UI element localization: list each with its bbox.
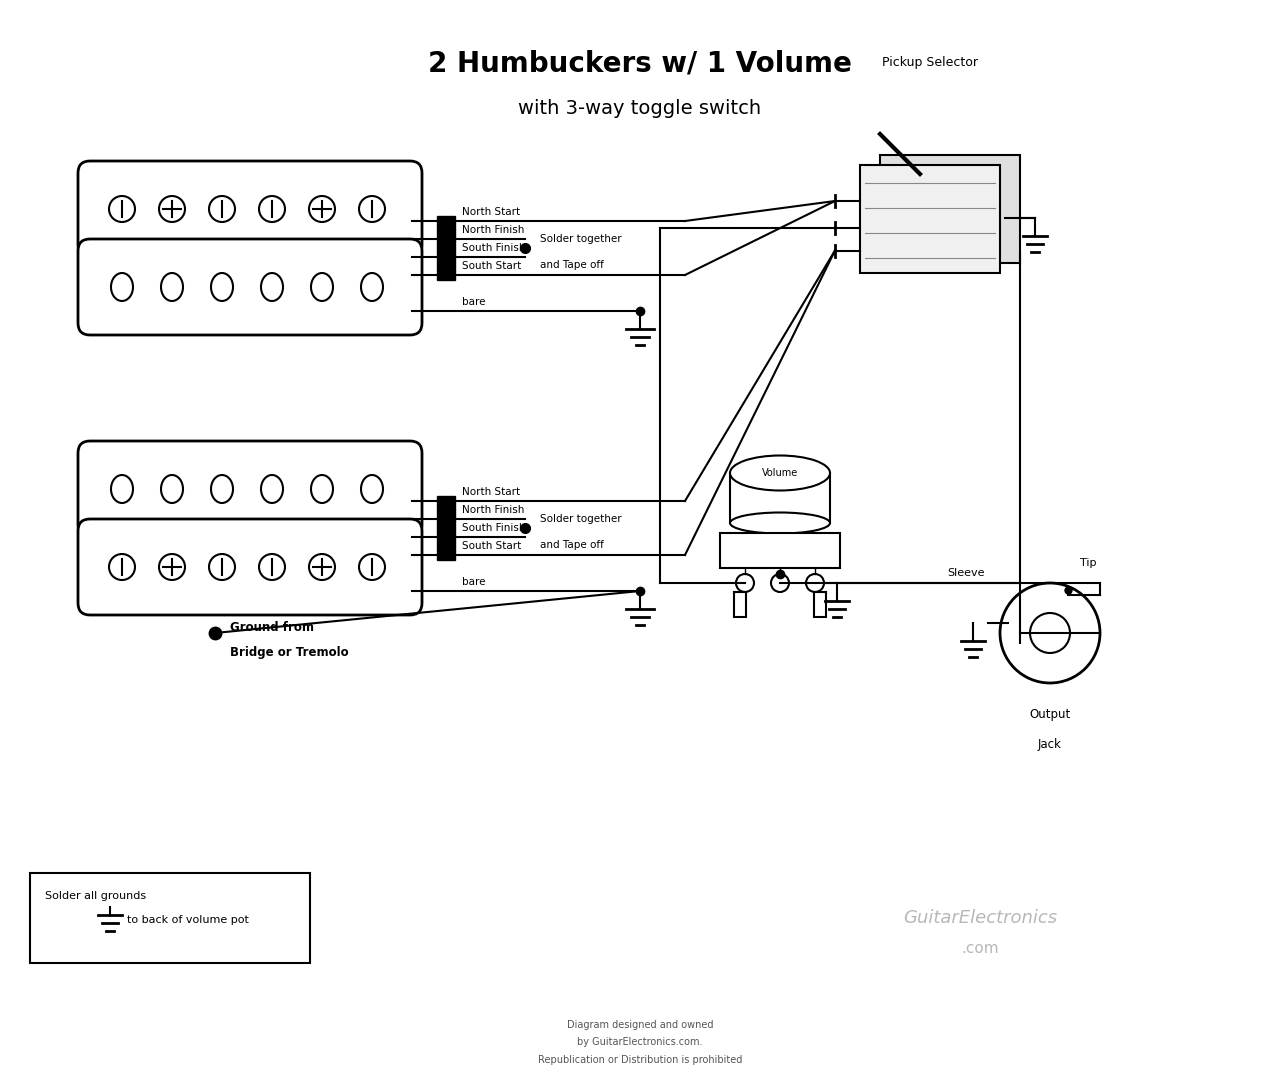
Ellipse shape [111, 475, 133, 503]
Text: Republication or Distribution is prohibited: Republication or Distribution is prohibi… [538, 1055, 742, 1065]
Ellipse shape [211, 273, 233, 301]
Circle shape [109, 554, 134, 580]
Text: North Finish: North Finish [462, 225, 525, 235]
Circle shape [308, 554, 335, 580]
Circle shape [209, 196, 236, 222]
Text: South Finish: South Finish [462, 523, 526, 533]
Ellipse shape [211, 475, 233, 503]
FancyBboxPatch shape [78, 441, 422, 537]
FancyBboxPatch shape [78, 161, 422, 257]
Text: GuitarElectronics: GuitarElectronics [902, 909, 1057, 927]
Ellipse shape [361, 475, 383, 503]
Text: Tip: Tip [1080, 558, 1097, 567]
FancyBboxPatch shape [78, 239, 422, 335]
Text: Output: Output [1029, 708, 1070, 721]
Bar [860, 165, 1000, 273]
Text: by GuitarElectronics.com.: by GuitarElectronics.com. [577, 1038, 703, 1047]
Text: North Start: North Start [462, 487, 520, 497]
Text: Volume: Volume [762, 468, 799, 478]
Ellipse shape [111, 273, 133, 301]
Circle shape [1000, 583, 1100, 683]
Text: Diagram designed and owned: Diagram designed and owned [567, 1020, 713, 1030]
Circle shape [109, 196, 134, 222]
Bar [733, 592, 746, 617]
Circle shape [259, 196, 285, 222]
Text: Solder all grounds: Solder all grounds [45, 891, 146, 901]
Text: and Tape off: and Tape off [540, 540, 604, 550]
Ellipse shape [161, 273, 183, 301]
Ellipse shape [311, 273, 333, 301]
Ellipse shape [730, 512, 829, 534]
Text: South Finish: South Finish [462, 243, 526, 253]
Text: bare: bare [462, 297, 485, 306]
Text: Ground from: Ground from [230, 621, 314, 634]
Text: Sleeve: Sleeve [947, 567, 986, 578]
Circle shape [358, 196, 385, 222]
Text: Pickup Selector: Pickup Selector [882, 56, 978, 69]
Text: 2 Humbuckers w/ 1 Volume: 2 Humbuckers w/ 1 Volume [428, 49, 852, 77]
Ellipse shape [261, 273, 283, 301]
Text: Solder together: Solder together [540, 514, 622, 524]
Text: to back of volume pot: to back of volume pot [127, 915, 248, 925]
Text: Bridge or Tremolo: Bridge or Tremolo [230, 645, 348, 658]
Ellipse shape [361, 273, 383, 301]
Text: .com: .com [961, 941, 998, 956]
Text: bare: bare [462, 577, 485, 587]
Ellipse shape [730, 456, 829, 491]
FancyBboxPatch shape [78, 519, 422, 615]
Ellipse shape [311, 475, 333, 503]
Ellipse shape [161, 475, 183, 503]
Circle shape [209, 554, 236, 580]
Circle shape [308, 196, 335, 222]
Circle shape [771, 574, 788, 592]
Circle shape [358, 554, 385, 580]
Text: North Finish: North Finish [462, 505, 525, 516]
Text: South Start: South Start [462, 261, 521, 271]
Bar [814, 592, 826, 617]
Circle shape [159, 196, 186, 222]
Ellipse shape [261, 475, 283, 503]
Text: with 3-way toggle switch: with 3-way toggle switch [518, 99, 762, 117]
Bar [436, 496, 454, 560]
Bar [719, 533, 840, 567]
Circle shape [1030, 613, 1070, 653]
Circle shape [806, 574, 824, 592]
Circle shape [159, 554, 186, 580]
Circle shape [259, 554, 285, 580]
Bar [436, 216, 454, 280]
Text: North Start: North Start [462, 207, 520, 217]
Text: Jack: Jack [1038, 738, 1062, 751]
Text: and Tape off: and Tape off [540, 260, 604, 270]
Bar [29, 873, 310, 963]
Text: South Start: South Start [462, 542, 521, 551]
Bar [881, 155, 1020, 263]
Text: Solder together: Solder together [540, 234, 622, 244]
Circle shape [736, 574, 754, 592]
Bar [730, 473, 829, 523]
